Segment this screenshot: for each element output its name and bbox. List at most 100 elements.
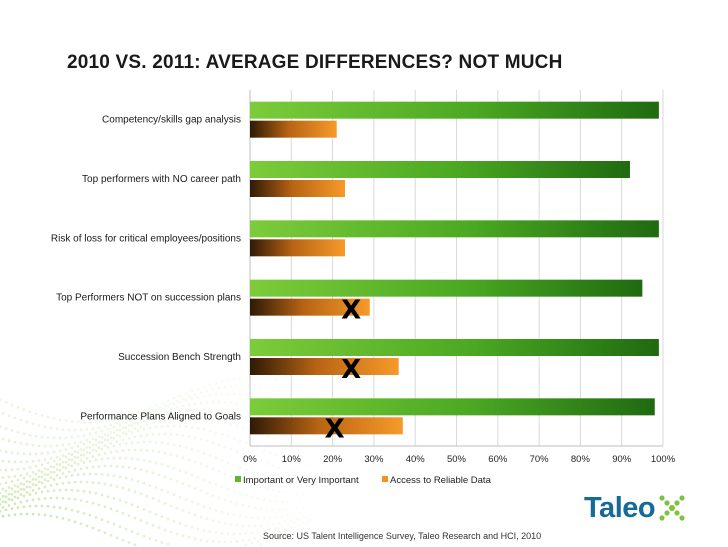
wave-dot [190, 389, 194, 393]
important-bar [250, 220, 659, 238]
wave-dot [295, 523, 299, 527]
wave-dot [82, 434, 86, 437]
wave-dot [280, 515, 284, 518]
wave-dot [121, 465, 125, 469]
wave-dot [127, 466, 131, 469]
wave-dot [160, 406, 164, 410]
wave-dot [22, 476, 26, 480]
wave-dot [148, 411, 152, 415]
wave-dot [19, 512, 23, 516]
wave-dot [202, 428, 206, 431]
wave-dot [121, 538, 125, 542]
wave-dot [82, 448, 86, 452]
wave-dot [229, 523, 233, 526]
wave-dot [265, 487, 269, 491]
wave-dot [169, 417, 173, 421]
wave-dot [160, 488, 164, 492]
wave-dot [280, 531, 284, 534]
wave-dot [238, 377, 242, 381]
wave-dot [61, 472, 65, 475]
wave-dot [136, 479, 140, 483]
wave-dot [145, 433, 149, 437]
wave-dot [244, 468, 248, 472]
wave-dot [229, 500, 233, 504]
x-mark-annotation: X [341, 296, 361, 326]
wave-dot [97, 446, 101, 450]
x-tick-label: 70% [530, 454, 550, 465]
wave-dot [112, 417, 116, 421]
wave-dot [34, 491, 38, 495]
wave-dot [244, 532, 248, 535]
wave-dot [289, 531, 293, 534]
wave-dot [199, 489, 203, 493]
wave-dot [37, 513, 41, 516]
wave-dot [193, 436, 197, 440]
wave-dot [136, 429, 140, 432]
wave-dot [220, 531, 224, 535]
wave-dot [67, 497, 71, 501]
wave-dot [241, 479, 245, 483]
wave-dot [76, 456, 80, 459]
wave-dot [157, 432, 161, 436]
wave-dot [109, 430, 113, 434]
wave-dot [94, 472, 98, 476]
annotations: XXX [325, 296, 362, 445]
access-bar [250, 239, 345, 257]
wave-dot [115, 485, 119, 488]
wave-dot [298, 511, 302, 515]
wave-dot [16, 496, 20, 500]
wave-dot [127, 436, 131, 440]
wave-dot [199, 515, 203, 519]
wave-dot [223, 385, 227, 389]
wave-dot [226, 379, 230, 382]
wave-dot [100, 436, 104, 439]
wave-dot [262, 516, 266, 520]
wave-dot [64, 488, 68, 492]
wave-dot [76, 420, 80, 424]
wave-dot [196, 408, 200, 412]
wave-dot [0, 491, 2, 495]
wave-dot [106, 473, 110, 477]
wave-dot [85, 466, 89, 470]
wave-dot [217, 520, 221, 524]
wave-dot [100, 419, 104, 423]
wave-dot [106, 433, 110, 437]
wave-dot [166, 517, 170, 521]
wave-dot [136, 440, 140, 444]
wave-dot [193, 460, 197, 464]
wave-dot [43, 496, 47, 500]
wave-dot [142, 458, 146, 462]
wave-dot [10, 492, 14, 496]
category-label: Top Performers NOT on succession plans [56, 293, 241, 304]
wave-dot [271, 488, 275, 492]
legend-swatch [235, 476, 241, 482]
wave-dot [268, 377, 272, 381]
wave-dot [1, 500, 5, 504]
wave-dot [184, 524, 188, 527]
wave-dot [19, 493, 23, 496]
wave-dot [133, 490, 137, 494]
wave-dot [37, 480, 41, 484]
wave-dot [85, 438, 89, 442]
wave-dot [214, 531, 218, 535]
wave-dot [37, 459, 41, 463]
wave-dot [265, 435, 269, 439]
wave-dot [34, 504, 38, 508]
wave-dot [217, 469, 221, 473]
wave-dot [25, 420, 29, 424]
wave-dot [22, 494, 26, 498]
taleo-logo: Taleo [584, 488, 687, 528]
wave-dot [217, 540, 221, 544]
wave-dot [19, 473, 23, 477]
wave-dot [34, 464, 38, 468]
wave-dot [79, 522, 83, 526]
x-mark-annotation: X [341, 355, 361, 385]
wave-dot [256, 516, 260, 520]
wave-dot [196, 502, 200, 506]
access-bar [250, 298, 370, 316]
wave-dot [283, 533, 287, 537]
wave-dot [40, 414, 44, 417]
wave-dot [169, 530, 173, 534]
wave-dot [22, 452, 26, 456]
wave-dot [106, 520, 110, 524]
